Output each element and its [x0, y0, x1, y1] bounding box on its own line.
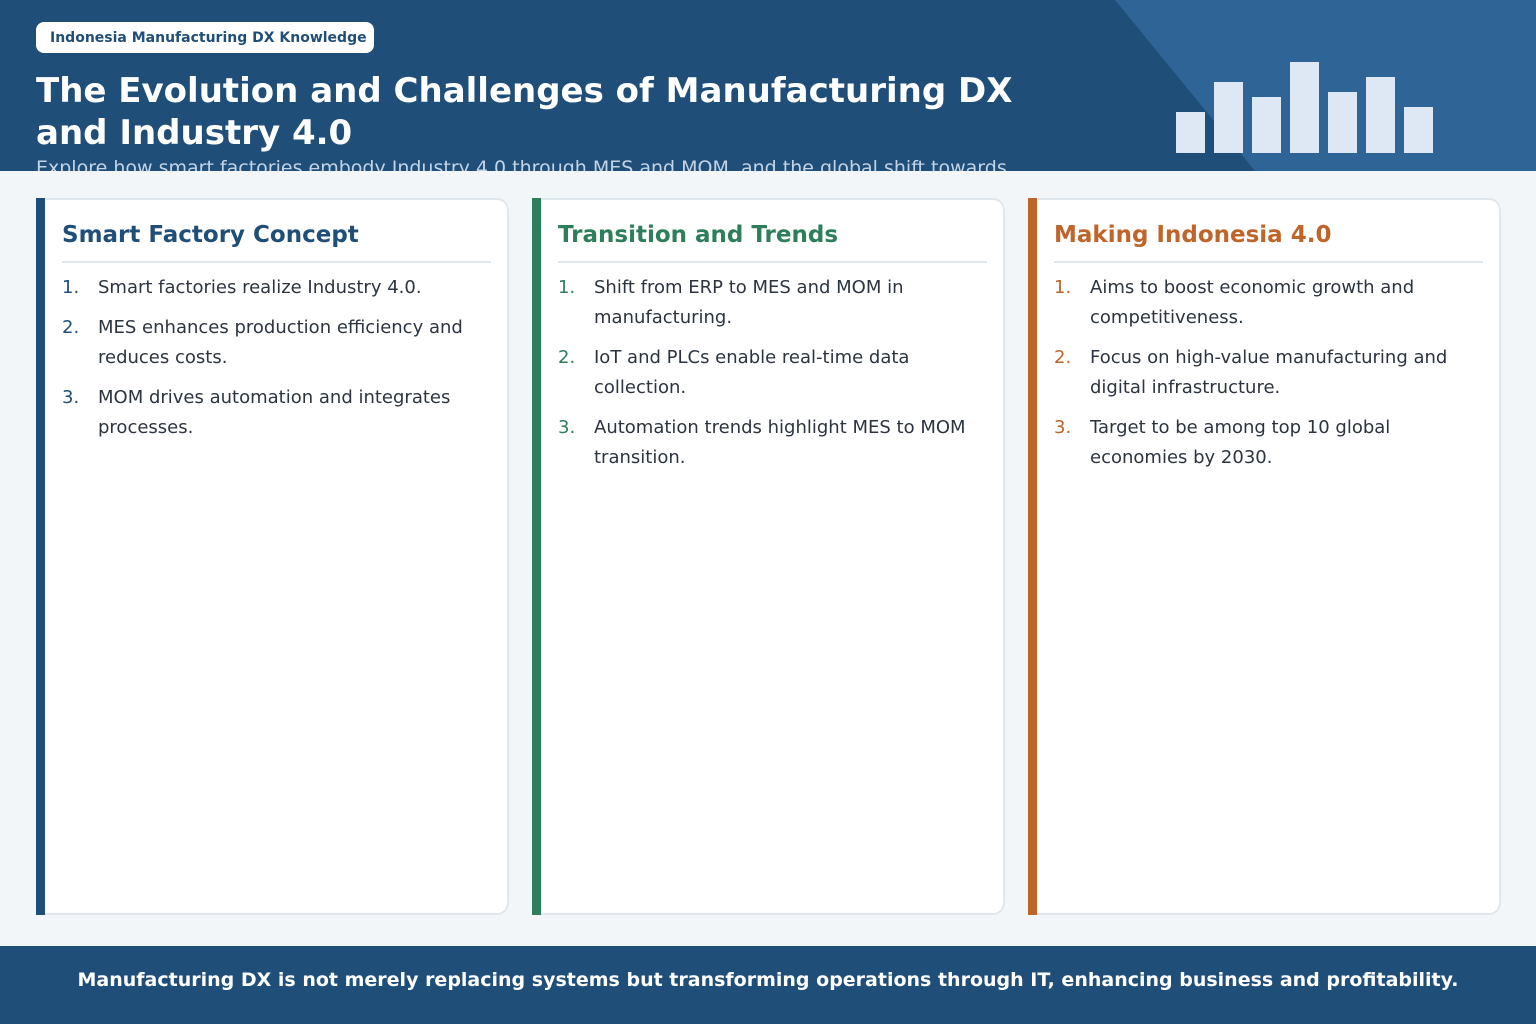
list-item: 3. Target to be among top 10 global econo…	[1054, 413, 1474, 473]
list-item: 1. Smart factories realize Industry 4.0.	[62, 273, 482, 303]
bar-chart-icon	[1176, 62, 1436, 153]
header-banner: Indonesia Manufacturing DX Knowledge The…	[0, 0, 1536, 171]
footer-banner: Manufacturing DX is not merely replacing…	[0, 946, 1536, 1024]
decorative-bar	[1214, 82, 1243, 153]
list-number: 2.	[62, 317, 80, 338]
list-item: 2. IoT and PLCs enable real-time data col…	[558, 343, 978, 403]
list-number: 3.	[62, 387, 80, 408]
list-item: 2. MES enhances production efficiency and…	[62, 313, 482, 373]
list-text: MES enhances production efficiency and r…	[98, 317, 463, 368]
card-list: 1. Smart factories realize Industry 4.0. …	[62, 273, 482, 453]
card-title: Transition and Trends	[558, 219, 987, 263]
list-text: Aims to boost economic growth and compet…	[1090, 277, 1415, 328]
list-text: Shift from ERP to MES and MOM in manufac…	[594, 277, 904, 328]
decorative-bar	[1328, 92, 1357, 153]
card-accent-bar	[532, 198, 541, 915]
decorative-bar	[1290, 62, 1319, 153]
list-item: 1. Shift from ERP to MES and MOM in manuf…	[558, 273, 978, 333]
decorative-bar	[1366, 77, 1395, 153]
decorative-bar	[1252, 97, 1281, 153]
list-item: 1. Aims to boost economic growth and comp…	[1054, 273, 1474, 333]
list-text: Target to be among top 10 global economi…	[1090, 417, 1391, 468]
list-item: 2. Focus on high-value manufacturing and …	[1054, 343, 1474, 403]
category-tag: Indonesia Manufacturing DX Knowledge	[36, 22, 374, 53]
card-title: Smart Factory Concept	[62, 219, 491, 263]
list-text: MOM drives automation and integrates pro…	[98, 387, 451, 438]
list-number: 1.	[558, 277, 576, 298]
list-number: 1.	[62, 277, 80, 298]
decorative-bar	[1404, 107, 1433, 153]
card-list: 1. Aims to boost economic growth and comp…	[1054, 273, 1474, 483]
list-text: IoT and PLCs enable real-time data colle…	[594, 347, 910, 398]
decorative-bar	[1176, 112, 1205, 153]
list-number: 2.	[558, 347, 576, 368]
card-accent-bar	[1028, 198, 1037, 915]
card-transition-and-trends: Transition and Trends 1. Shift from ERP t…	[532, 198, 1005, 915]
card-smart-factory-concept: Smart Factory Concept 1. Smart factories …	[36, 198, 509, 915]
card-making-indonesia-4-0: Making Indonesia 4.0 1. Aims to boost eco…	[1028, 198, 1501, 915]
list-text: Smart factories realize Industry 4.0.	[98, 277, 422, 298]
list-number: 3.	[558, 417, 576, 438]
list-number: 1.	[1054, 277, 1072, 298]
card-title: Making Indonesia 4.0	[1054, 219, 1483, 263]
list-text: Automation trends highlight MES to MOM t…	[594, 417, 966, 468]
card-accent-bar	[36, 198, 45, 915]
page-title: The Evolution and Challenges of Manufact…	[36, 71, 1013, 153]
list-item: 3. MOM drives automation and integrates p…	[62, 383, 482, 443]
list-number: 3.	[1054, 417, 1072, 438]
card-list: 1. Shift from ERP to MES and MOM in manuf…	[558, 273, 978, 483]
list-text: Focus on high-value manufacturing and di…	[1090, 347, 1448, 398]
list-number: 2.	[1054, 347, 1072, 368]
list-item: 3. Automation trends highlight MES to MOM…	[558, 413, 978, 473]
